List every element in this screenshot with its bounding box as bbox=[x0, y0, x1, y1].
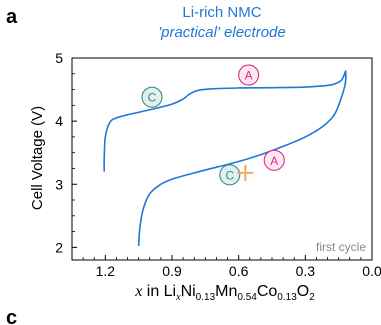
x-label-in: in Li bbox=[142, 283, 176, 300]
x-label-sub-co: 0.13 bbox=[277, 292, 297, 303]
x-label-mn: Mn bbox=[215, 283, 237, 300]
x-label-sub-ni: 0.13 bbox=[196, 292, 216, 303]
x-tick-label: 0.3 bbox=[296, 263, 316, 279]
x-label-ni: Ni bbox=[181, 283, 196, 300]
plot-frame bbox=[71, 57, 373, 261]
annotations: A C A C bbox=[141, 64, 285, 186]
annotation-label-c: C bbox=[148, 91, 157, 105]
y-tick-label: 5 bbox=[55, 50, 63, 66]
panel-label-a: a bbox=[6, 6, 18, 28]
x-axis: 1.2 0.9 0.6 0.3 0.0 bbox=[71, 255, 381, 279]
charge-curve bbox=[137, 70, 347, 247]
annotation-label-c: C bbox=[225, 168, 234, 182]
y-axis-label: Cell Voltage (V) bbox=[29, 106, 46, 210]
x-tick-label: 0.0 bbox=[362, 263, 381, 279]
x-tick-label: 0.9 bbox=[162, 263, 182, 279]
x-label-sub-x: x bbox=[175, 292, 181, 303]
annotation-label-a: A bbox=[270, 154, 278, 168]
first-cycle-note: first cycle bbox=[316, 240, 366, 254]
x-tick-label: 1.2 bbox=[96, 263, 116, 279]
panel-label-c: c bbox=[6, 307, 17, 325]
annotation-circle-a bbox=[263, 149, 285, 171]
x-axis-label: x in LixNi0.13Mn0.54Co0.13O2 bbox=[134, 283, 315, 303]
y-tick-label: 4 bbox=[55, 113, 63, 129]
annotation-circle-c bbox=[219, 164, 241, 186]
annotation-label-a: A bbox=[245, 69, 253, 83]
x-label-o: O bbox=[297, 283, 309, 300]
discharge-curve bbox=[103, 70, 347, 172]
voltage-curves bbox=[103, 70, 347, 247]
x-label-sub-o: 2 bbox=[309, 292, 315, 303]
x-label-sub-mn: 0.54 bbox=[237, 292, 257, 303]
x-label-var: x bbox=[134, 283, 142, 300]
y-axis: 2 3 4 5 bbox=[55, 50, 77, 255]
annotation-circle-a bbox=[238, 64, 260, 86]
y-tick-label: 2 bbox=[55, 239, 63, 255]
chart-title: Li-rich NMC bbox=[182, 4, 261, 21]
x-label-co: Co bbox=[257, 283, 278, 300]
y-tick-label: 3 bbox=[55, 176, 63, 192]
chart-subtitle: 'practical' electrode bbox=[158, 24, 285, 41]
x-tick-label: 0.6 bbox=[229, 263, 249, 279]
annotation-circle-c bbox=[141, 86, 163, 108]
